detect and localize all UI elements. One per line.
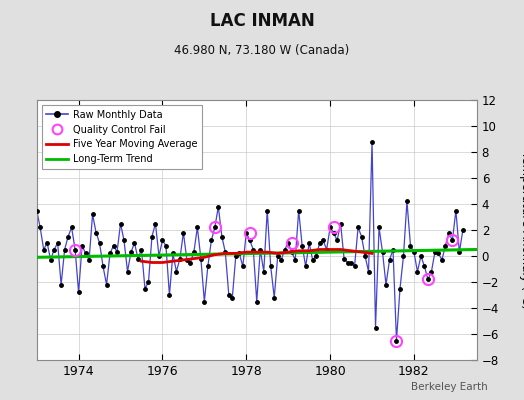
Text: 46.980 N, 73.180 W (Canada): 46.980 N, 73.180 W (Canada) bbox=[174, 44, 350, 57]
Text: LAC INMAN: LAC INMAN bbox=[210, 12, 314, 30]
Y-axis label: Temperature Anomaly (°C): Temperature Anomaly (°C) bbox=[519, 151, 524, 309]
Legend: Raw Monthly Data, Quality Control Fail, Five Year Moving Average, Long-Term Tren: Raw Monthly Data, Quality Control Fail, … bbox=[41, 105, 202, 169]
Text: Berkeley Earth: Berkeley Earth bbox=[411, 382, 487, 392]
